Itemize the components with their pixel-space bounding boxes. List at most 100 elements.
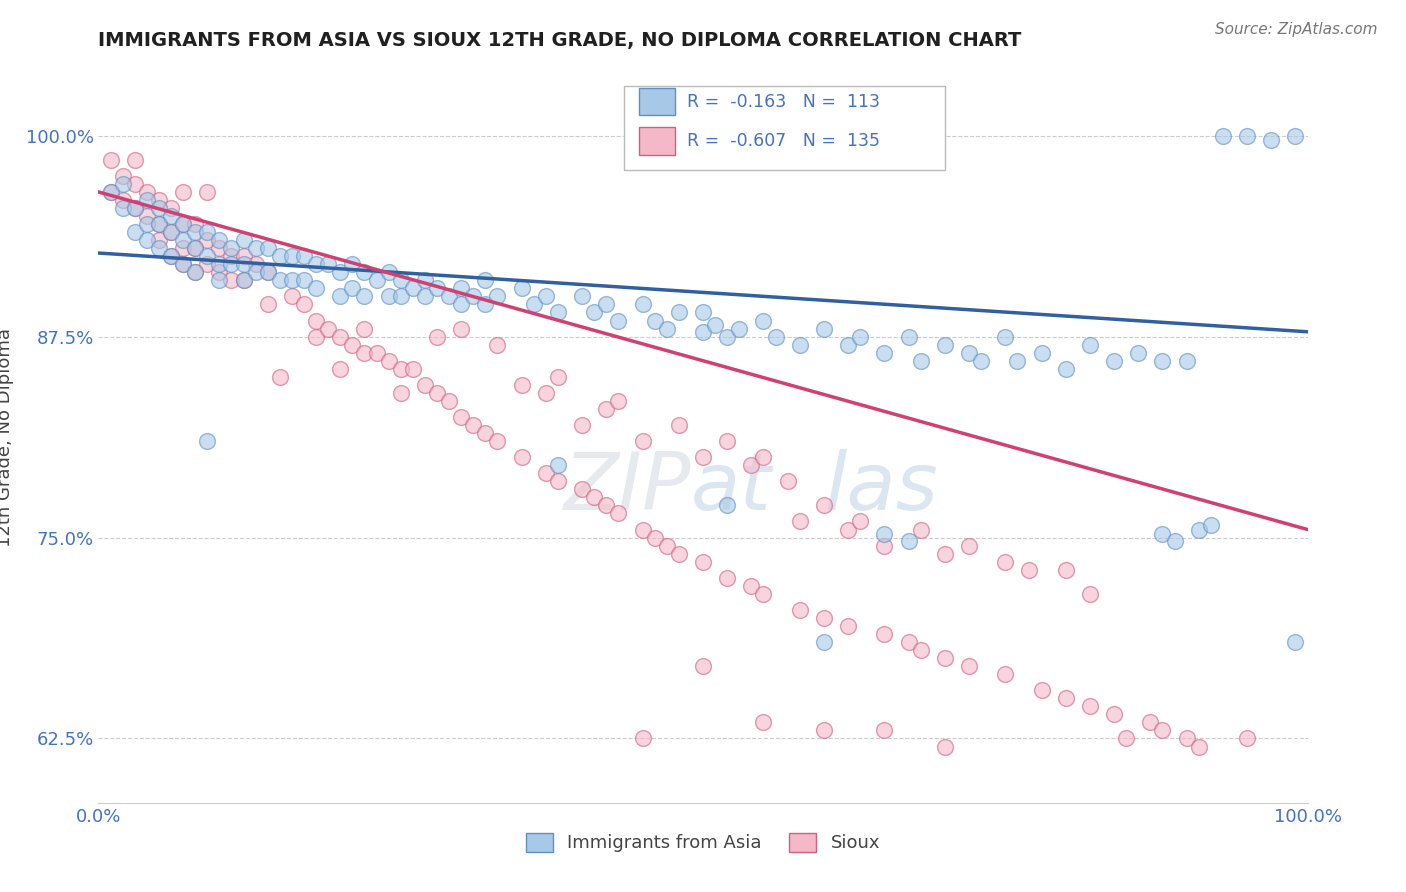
- Point: [1007, 353, 1029, 368]
- Point: [655, 539, 678, 553]
- Point: [776, 475, 799, 489]
- Point: [437, 393, 460, 408]
- Point: [100, 185, 122, 199]
- Point: [148, 233, 170, 247]
- Point: [111, 193, 134, 207]
- Point: [377, 353, 399, 368]
- Point: [245, 241, 267, 255]
- Point: [486, 289, 509, 303]
- Point: [148, 217, 170, 231]
- Point: [1152, 353, 1174, 368]
- Point: [571, 483, 593, 497]
- Point: [583, 305, 606, 319]
- Point: [124, 177, 146, 191]
- Point: [631, 434, 654, 449]
- Point: [184, 265, 207, 279]
- Point: [631, 297, 654, 311]
- Point: [256, 265, 278, 279]
- Point: [595, 499, 617, 513]
- Point: [486, 434, 509, 449]
- Point: [148, 193, 170, 207]
- Point: [208, 265, 231, 279]
- Point: [195, 225, 218, 239]
- Point: [184, 265, 207, 279]
- Point: [994, 329, 1017, 343]
- Point: [474, 273, 496, 287]
- Point: [1054, 691, 1077, 706]
- Point: [716, 499, 738, 513]
- Point: [124, 153, 146, 167]
- Point: [124, 201, 146, 215]
- Point: [184, 225, 207, 239]
- Point: [668, 417, 690, 432]
- Point: [1284, 635, 1306, 649]
- Point: [1054, 563, 1077, 577]
- Point: [910, 643, 932, 657]
- Point: [510, 377, 533, 392]
- Point: [813, 611, 835, 625]
- Point: [111, 177, 134, 191]
- Point: [837, 523, 859, 537]
- Point: [1152, 723, 1174, 738]
- Point: [692, 844, 714, 858]
- Point: [172, 233, 194, 247]
- Point: [232, 249, 254, 263]
- Point: [1078, 337, 1101, 351]
- Point: [269, 273, 291, 287]
- Point: [172, 185, 194, 199]
- Point: [716, 571, 738, 585]
- Point: [595, 401, 617, 416]
- Point: [607, 507, 630, 521]
- Text: las: las: [824, 450, 938, 527]
- Point: [873, 345, 896, 359]
- Point: [789, 515, 811, 529]
- Point: [631, 731, 654, 746]
- Point: [740, 458, 762, 473]
- Point: [607, 313, 630, 327]
- Point: [486, 337, 509, 351]
- Point: [148, 201, 170, 215]
- Point: [353, 289, 375, 303]
- Point: [413, 273, 436, 287]
- Point: [704, 318, 727, 333]
- Point: [184, 241, 207, 255]
- Point: [716, 434, 738, 449]
- Point: [281, 289, 304, 303]
- Point: [1188, 523, 1211, 537]
- Point: [957, 659, 980, 673]
- Point: [245, 257, 267, 271]
- Point: [208, 273, 231, 287]
- Point: [281, 273, 304, 287]
- Point: [208, 233, 231, 247]
- Point: [897, 635, 920, 649]
- Point: [813, 321, 835, 335]
- Point: [510, 450, 533, 465]
- Point: [1188, 739, 1211, 754]
- Point: [305, 313, 328, 327]
- Point: [789, 337, 811, 351]
- Point: [256, 265, 278, 279]
- Point: [353, 345, 375, 359]
- Point: [752, 587, 775, 601]
- Point: [377, 265, 399, 279]
- Point: [813, 820, 835, 834]
- Point: [970, 353, 993, 368]
- Point: [607, 393, 630, 408]
- Text: at: at: [690, 450, 772, 527]
- Point: [160, 225, 183, 239]
- Point: [450, 297, 472, 311]
- Point: [813, 635, 835, 649]
- Point: [256, 241, 278, 255]
- Point: [342, 281, 364, 295]
- Point: [402, 281, 425, 295]
- Point: [837, 337, 859, 351]
- Point: [523, 297, 546, 311]
- Point: [631, 523, 654, 537]
- Text: IMMIGRANTS FROM ASIA VS SIOUX 12TH GRADE, NO DIPLOMA CORRELATION CHART: IMMIGRANTS FROM ASIA VS SIOUX 12TH GRADE…: [98, 31, 1022, 50]
- Point: [934, 337, 956, 351]
- Point: [813, 499, 835, 513]
- Point: [571, 289, 593, 303]
- Point: [1199, 517, 1222, 532]
- Point: [232, 273, 254, 287]
- Point: [837, 619, 859, 633]
